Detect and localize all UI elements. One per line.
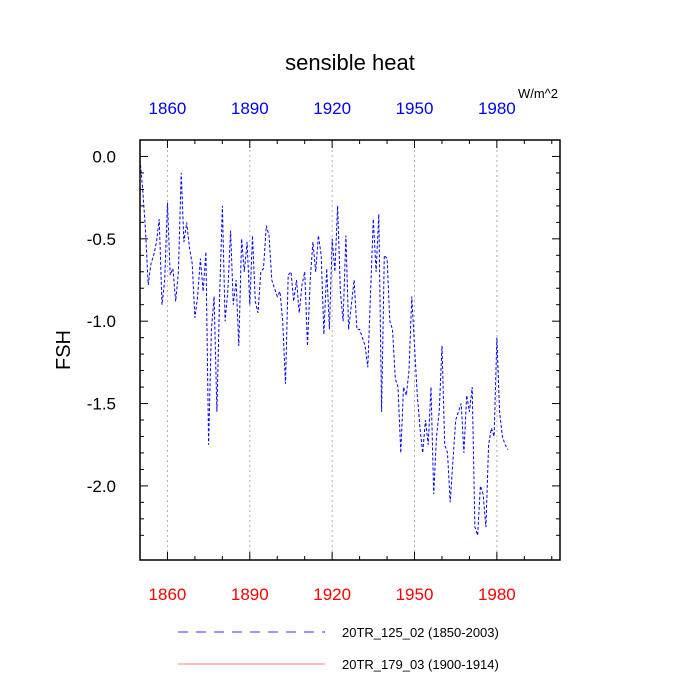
x-tick-label-bottom: 1950 <box>396 585 434 604</box>
legend-label: 20TR_125_02 (1850-2003) <box>342 625 499 640</box>
axis-ticks: 1860 1860 1890 1890 1920 1920 1950 1950 1980 1980… <box>87 99 560 604</box>
series-line <box>139 159 509 536</box>
x-tick-label-top: 1920 <box>313 99 351 118</box>
x-tick-label-bottom: 1890 <box>231 585 269 604</box>
y-tick-label: -0.5 <box>87 230 116 249</box>
y-tick-label: 0.0 <box>92 147 116 166</box>
y-tick-label: -1.5 <box>87 395 116 414</box>
x-tick-label-top: 1890 <box>231 99 269 118</box>
x-tick-label-top: 1860 <box>149 99 187 118</box>
x-tick-label-bottom: 1980 <box>478 585 516 604</box>
chart-title: sensible heat <box>285 50 415 75</box>
series-layer <box>139 159 509 536</box>
grid-lines <box>166 140 498 560</box>
legend: 20TR_125_02 (1850-2003) 20TR_179_03 (1900… <box>178 625 499 672</box>
y-axis-label: FSH <box>53 330 75 370</box>
x-tick-label-bottom: 1920 <box>313 585 351 604</box>
x-tick-label-top: 1980 <box>478 99 516 118</box>
y-tick-label: -2.0 <box>87 477 116 496</box>
plot-frame <box>139 139 561 561</box>
x-tick-label-bottom: 1860 <box>149 585 187 604</box>
x-tick-label-top: 1950 <box>396 99 434 118</box>
units-label: W/m^2 <box>518 86 558 101</box>
y-tick-label: -1.0 <box>87 312 116 331</box>
legend-label: 20TR_179_03 (1900-1914) <box>342 657 499 672</box>
